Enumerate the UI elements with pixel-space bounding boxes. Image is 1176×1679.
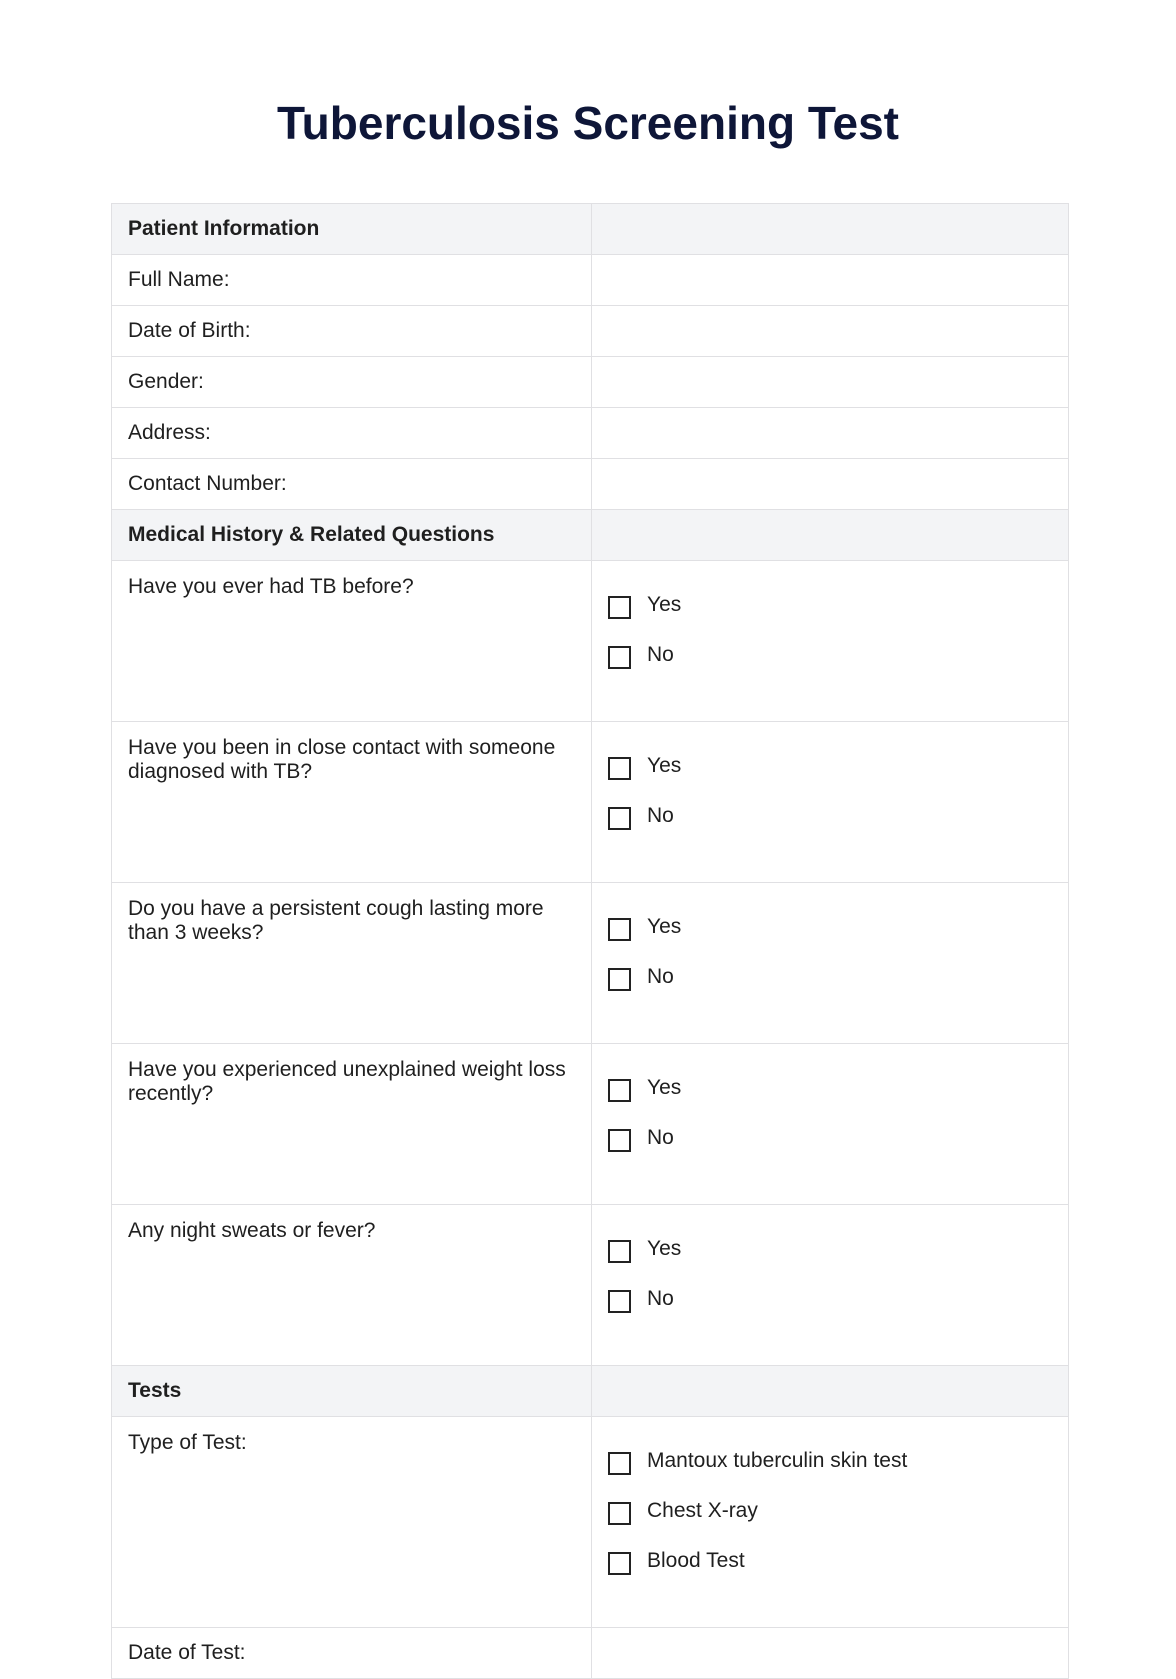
patient-information-section-header: Patient Information [111, 203, 1069, 255]
date-of-birth-row: Date of Birth: [111, 305, 1069, 357]
question-text: Do you have a persistent cough lasting m… [111, 882, 592, 1044]
option-label: Yes [647, 593, 682, 616]
gender-row: Gender: [111, 356, 1069, 408]
checkbox-icon[interactable] [608, 918, 631, 941]
field-label: Gender: [111, 356, 592, 408]
option-label: Blood Test [647, 1549, 745, 1572]
option-checkbox[interactable]: Blood Test [608, 1549, 1052, 1575]
checkbox-icon[interactable] [608, 1552, 631, 1575]
section-heading: Patient Information [111, 203, 592, 255]
date-of-test-row: Date of Test: [111, 1627, 1069, 1679]
full-name-input[interactable] [591, 254, 1069, 306]
checkbox-icon[interactable] [608, 807, 631, 830]
option-checkbox[interactable]: Chest X-ray [608, 1499, 1052, 1525]
option-checkbox[interactable]: No [608, 965, 1052, 991]
checkbox-icon[interactable] [608, 757, 631, 780]
address-input[interactable] [591, 407, 1069, 459]
option-label: No [647, 804, 674, 827]
field-label: Full Name: [111, 254, 592, 306]
checkbox-icon[interactable] [608, 1129, 631, 1152]
field-label: Contact Number: [111, 458, 592, 510]
option-label: Yes [647, 754, 682, 777]
question-text: Any night sweats or fever? [111, 1204, 592, 1366]
option-label: Chest X-ray [647, 1499, 758, 1522]
checkbox-icon[interactable] [608, 646, 631, 669]
question-row: Have you been in close contact with some… [111, 721, 1069, 883]
option-label: No [647, 1126, 674, 1149]
field-label: Type of Test: [111, 1416, 592, 1628]
option-checkbox[interactable]: Yes [608, 1076, 1052, 1102]
question-text: Have you been in close contact with some… [111, 721, 592, 883]
option-checkbox[interactable]: No [608, 804, 1052, 830]
question-row: Have you ever had TB before? Yes No [111, 560, 1069, 722]
option-checkbox[interactable]: No [608, 643, 1052, 669]
option-checkbox[interactable]: No [608, 1126, 1052, 1152]
question-row: Do you have a persistent cough lasting m… [111, 882, 1069, 1044]
checkbox-icon[interactable] [608, 1452, 631, 1475]
option-checkbox[interactable]: No [608, 1287, 1052, 1313]
field-label: Date of Test: [111, 1627, 592, 1679]
option-label: Yes [647, 1076, 682, 1099]
question-row: Have you experienced unexplained weight … [111, 1043, 1069, 1205]
section-heading: Medical History & Related Questions [111, 509, 592, 561]
checkbox-icon[interactable] [608, 1502, 631, 1525]
option-label: No [647, 1287, 674, 1310]
page-title: Tuberculosis Screening Test [276, 97, 899, 149]
checkbox-icon[interactable] [608, 1290, 631, 1313]
field-label: Date of Birth: [111, 305, 592, 357]
option-checkbox[interactable]: Yes [608, 754, 1052, 780]
checkbox-icon[interactable] [608, 1240, 631, 1263]
checkbox-icon[interactable] [608, 596, 631, 619]
contact-number-row: Contact Number: [111, 458, 1069, 510]
checkbox-icon[interactable] [608, 1079, 631, 1102]
question-text: Have you experienced unexplained weight … [111, 1043, 592, 1205]
option-checkbox[interactable]: Yes [608, 915, 1052, 941]
tests-section-header: Tests [111, 1365, 1069, 1417]
checkbox-icon[interactable] [608, 968, 631, 991]
question-row: Any night sweats or fever? Yes No [111, 1204, 1069, 1366]
option-label: Yes [647, 1237, 682, 1260]
field-label: Address: [111, 407, 592, 459]
medical-history-section-header: Medical History & Related Questions [111, 509, 1069, 561]
option-checkbox[interactable]: Mantoux tuberculin skin test [608, 1449, 1052, 1475]
option-checkbox[interactable]: Yes [608, 593, 1052, 619]
address-row: Address: [111, 407, 1069, 459]
type-of-test-row: Type of Test: Mantoux tuberculin skin tes… [111, 1416, 1069, 1628]
option-label: Mantoux tuberculin skin test [647, 1449, 908, 1472]
gender-input[interactable] [591, 356, 1069, 408]
option-label: Yes [647, 915, 682, 938]
question-text: Have you ever had TB before? [111, 560, 592, 722]
date-of-test-input[interactable] [591, 1627, 1069, 1679]
full-name-row: Full Name: [111, 254, 1069, 306]
option-checkbox[interactable]: Yes [608, 1237, 1052, 1263]
option-label: No [647, 643, 674, 666]
option-label: No [647, 965, 674, 988]
date-of-birth-input[interactable] [591, 305, 1069, 357]
section-heading: Tests [111, 1365, 592, 1417]
contact-number-input[interactable] [591, 458, 1069, 510]
screening-form-table: Patient Information Full Name: Date of Bir… [111, 203, 1069, 1679]
